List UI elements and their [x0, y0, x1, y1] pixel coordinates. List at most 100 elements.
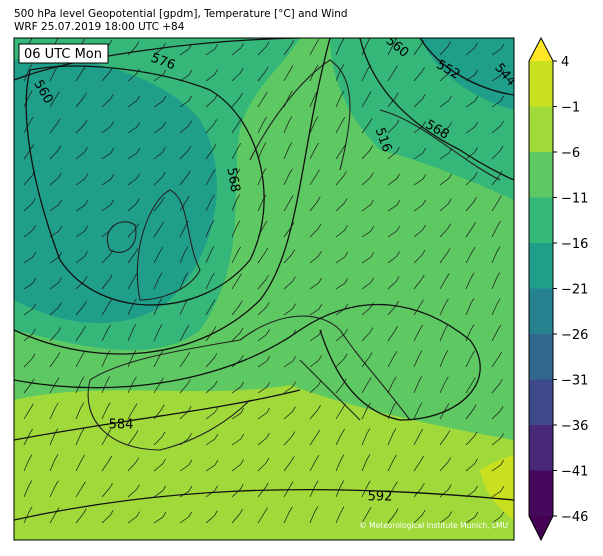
colorbar-band — [529, 243, 553, 289]
wind-barbs — [23, 38, 505, 524]
colorbar-band — [529, 470, 553, 517]
barb — [283, 40, 295, 56]
barb — [257, 507, 268, 524]
barb — [205, 299, 216, 316]
barb — [75, 350, 86, 368]
barb — [205, 169, 216, 186]
barb — [49, 225, 63, 238]
barb — [283, 195, 294, 212]
barb — [75, 276, 88, 290]
barb — [491, 406, 504, 420]
barb — [491, 272, 501, 290]
barb — [153, 96, 167, 108]
barb — [75, 428, 85, 446]
barb — [309, 142, 319, 160]
barb — [257, 482, 269, 498]
barb — [127, 95, 141, 108]
barb — [439, 68, 452, 82]
barb — [205, 485, 218, 498]
barb — [205, 272, 215, 290]
barb — [309, 404, 321, 420]
barb — [283, 168, 293, 186]
barb — [49, 428, 59, 446]
colorbar-band — [529, 152, 553, 198]
colorbar-tick-label: −21 — [561, 283, 588, 298]
barb — [387, 251, 400, 264]
colorbar-tick-label: −31 — [561, 374, 588, 389]
barb — [153, 324, 163, 342]
barb — [309, 64, 319, 82]
barb — [413, 224, 426, 238]
barb — [413, 94, 426, 108]
barb — [387, 402, 397, 420]
barb — [75, 325, 86, 342]
barb — [361, 327, 374, 342]
barb — [179, 170, 191, 186]
barb — [413, 249, 426, 264]
barb — [361, 172, 374, 186]
colorbar-tick-label: 4 — [561, 55, 569, 70]
barb — [491, 120, 504, 134]
barb — [205, 433, 219, 446]
barb — [361, 428, 371, 446]
barb — [465, 196, 477, 212]
barb — [127, 350, 137, 368]
barb — [335, 198, 348, 212]
barb — [387, 225, 401, 238]
barb — [127, 457, 140, 472]
barb — [387, 481, 398, 498]
barb — [387, 38, 397, 56]
barb — [23, 64, 33, 82]
barb — [49, 454, 59, 472]
contour-label: 584 — [109, 418, 134, 433]
barb — [127, 430, 139, 446]
barb — [127, 511, 140, 524]
colorbar-band — [529, 197, 553, 244]
barb — [49, 118, 61, 134]
barb — [413, 376, 423, 394]
barb — [75, 119, 88, 134]
warm-core — [480, 455, 514, 520]
barb — [179, 433, 192, 446]
barb — [361, 480, 371, 498]
barb — [335, 353, 348, 368]
barb — [257, 302, 270, 316]
barb — [153, 350, 163, 368]
barb — [465, 324, 475, 342]
barb — [283, 406, 296, 420]
barb — [387, 173, 401, 186]
barb — [101, 67, 113, 82]
colorbar-tick-label: −46 — [561, 510, 588, 525]
barb — [127, 403, 138, 420]
barb — [23, 251, 37, 264]
barb — [101, 324, 111, 342]
barb — [387, 428, 397, 446]
barb — [205, 144, 217, 160]
barb — [491, 220, 501, 238]
barb — [413, 324, 423, 342]
barb — [309, 480, 319, 498]
barb — [101, 428, 112, 446]
barb — [257, 274, 269, 290]
barb — [179, 378, 191, 394]
warm-area — [14, 385, 514, 540]
barb — [413, 274, 425, 290]
barb — [101, 350, 111, 368]
barb — [101, 224, 114, 238]
barb — [283, 431, 296, 446]
barb — [283, 276, 296, 290]
barb — [75, 481, 86, 498]
barb — [439, 95, 452, 108]
title: 500 hPa level Geopotential [gpdm], Tempe… — [14, 8, 348, 20]
barb — [309, 304, 323, 316]
barb — [205, 380, 218, 394]
barb — [387, 146, 400, 160]
barb — [465, 272, 475, 290]
barb — [283, 249, 296, 264]
barb — [439, 298, 449, 316]
cold-core — [420, 38, 514, 110]
barb — [23, 328, 36, 342]
map-frame — [13, 37, 515, 541]
barb — [465, 298, 475, 316]
barb — [231, 433, 245, 446]
